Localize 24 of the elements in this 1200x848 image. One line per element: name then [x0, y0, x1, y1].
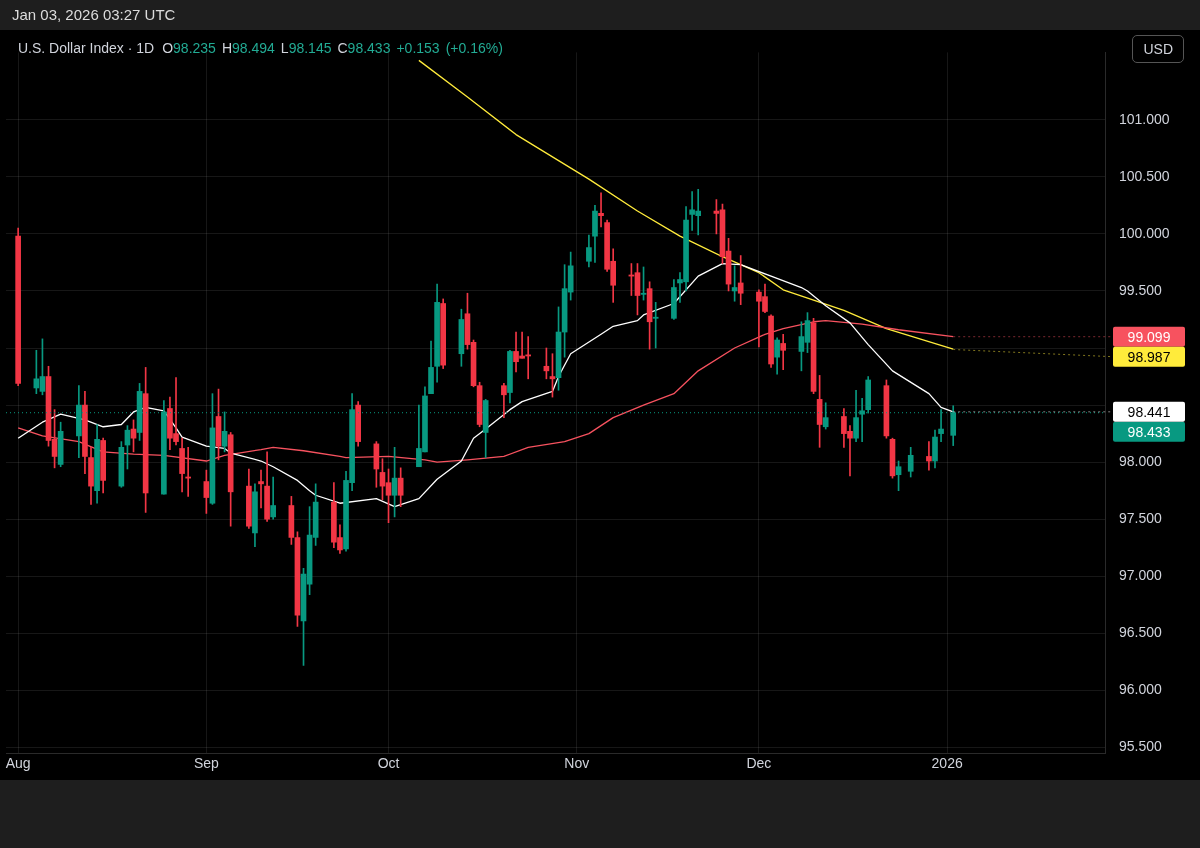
x-tick-label: Nov	[564, 755, 590, 772]
annotation: 98.987	[1127, 348, 1171, 365]
text: O98.235 H98.494 L98.145 C98.433 +0.153 (+0.16%)	[162, 40, 503, 56]
text: Jan 03, 2026 03:27 UTC	[11, 5, 177, 25]
y-tick-label: 100.000	[1119, 224, 1170, 241]
y-tick-label: 98.000	[1119, 453, 1163, 470]
y-tick-label: 97.000	[1119, 567, 1163, 584]
y-tick-label: 97.500	[1119, 510, 1163, 527]
y-tick-label: 99.500	[1119, 281, 1163, 298]
annotation: 98.441	[1127, 403, 1171, 420]
annotation: 99.099	[1127, 328, 1171, 345]
y-tick-label: 101.000	[1119, 110, 1170, 127]
y-tick-label: 100.500	[1119, 167, 1170, 184]
x-tick-label: Aug	[5, 755, 31, 772]
chart-title: U.S. Dollar Index · 1D	[18, 40, 155, 56]
x-tick-label: Dec	[746, 755, 772, 772]
x-tick-label: Oct	[377, 755, 400, 772]
y-axis-title: USD	[1132, 35, 1184, 63]
x-tick-label: 2026	[931, 755, 963, 772]
y-tick-label: 96.000	[1119, 681, 1163, 698]
x-tick-label: Sep	[193, 755, 220, 772]
ref-line-label: 98.433	[1127, 423, 1171, 440]
y-tick-label: 96.500	[1119, 624, 1163, 641]
y-tick-label: 95.500	[1119, 738, 1163, 755]
